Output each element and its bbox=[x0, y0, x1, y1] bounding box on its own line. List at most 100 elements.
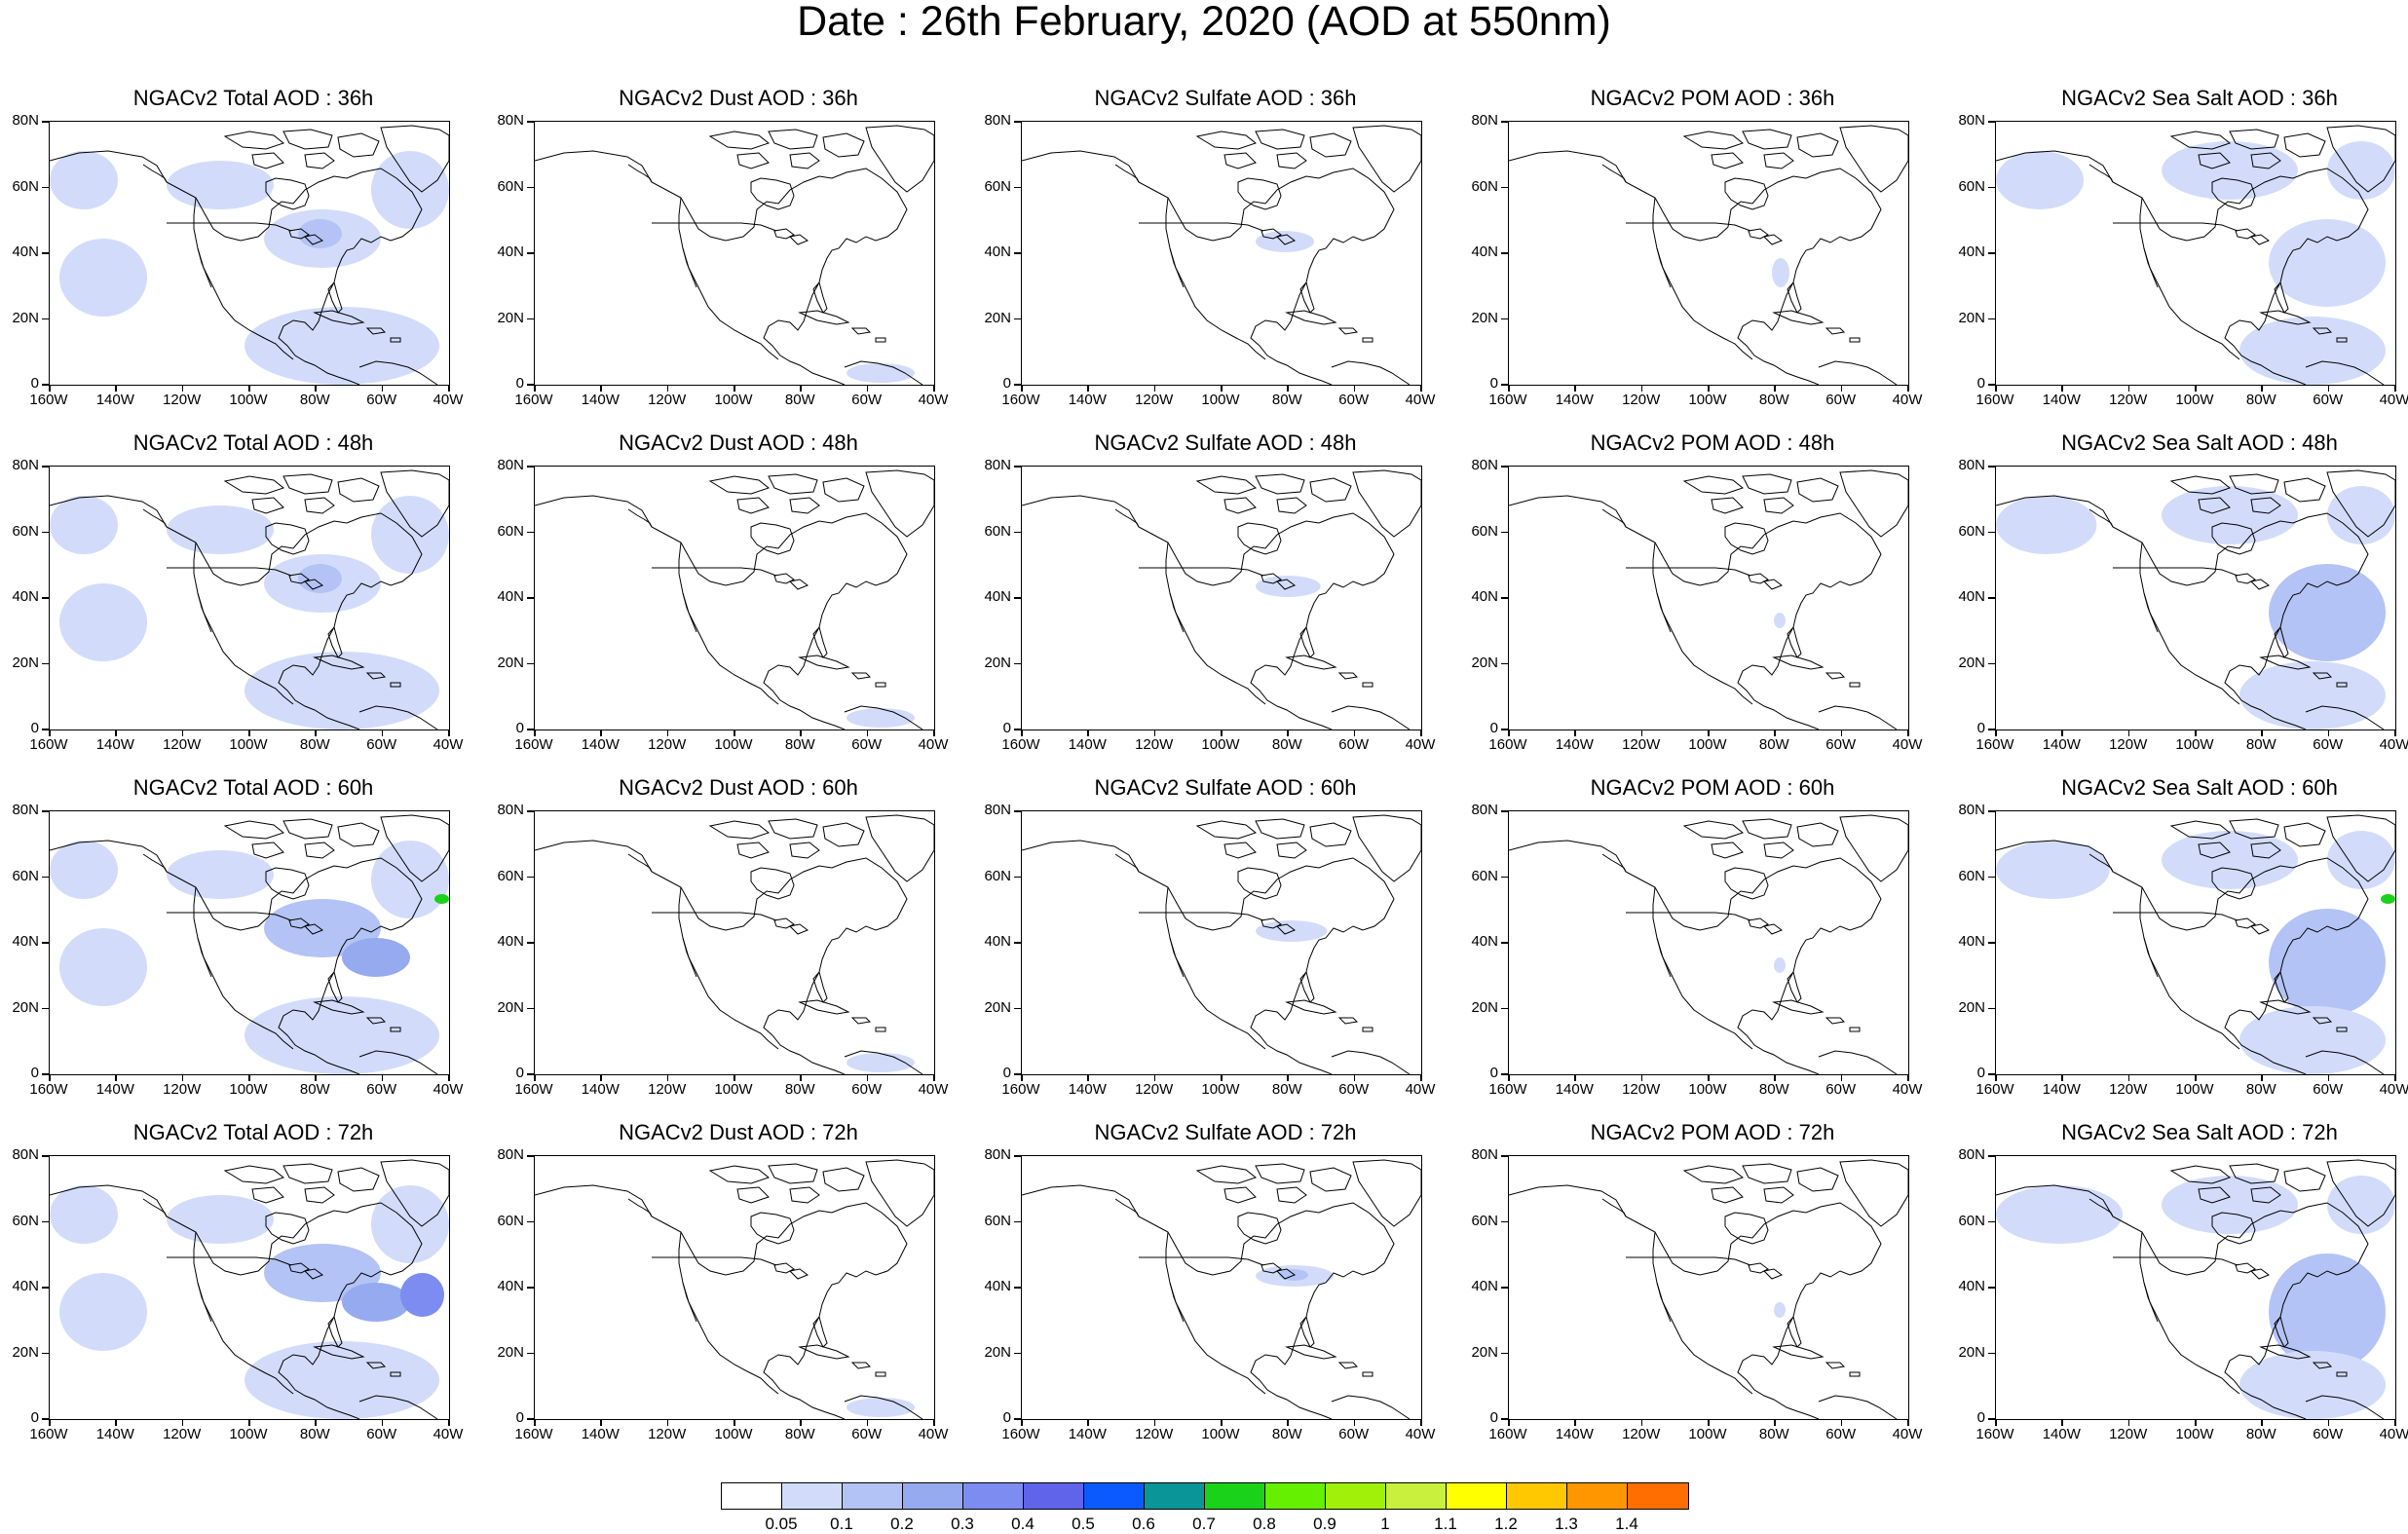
aod-shading bbox=[245, 996, 439, 1074]
x-tick-label: 60W bbox=[2313, 736, 2344, 753]
y-tick bbox=[527, 121, 534, 123]
map-panel-dust-60h: NGACv2 Dust AOD : 60h 80N 60N 40N 20N 0 160W 14… bbox=[485, 775, 962, 1116]
y-tick-label: 0 bbox=[30, 375, 39, 392]
y-tick bbox=[1988, 942, 1995, 944]
colorbar-label: 0.6 bbox=[1132, 1515, 1155, 1533]
x-tick bbox=[1221, 385, 1223, 392]
aod-shading bbox=[400, 1273, 444, 1317]
coastline bbox=[736, 152, 770, 169]
coastline bbox=[1652, 197, 1753, 360]
coastline bbox=[850, 672, 872, 680]
coastline bbox=[1195, 131, 1258, 150]
x-tick-label: 160W bbox=[29, 736, 68, 753]
map-panel-pom-60h: NGACv2 POM AOD : 60h 80N 60N 40N 20N 0 160W 140… bbox=[1459, 775, 1937, 1116]
x-tick-label: 40W bbox=[918, 1426, 949, 1442]
aod-shading bbox=[50, 841, 118, 899]
x-tick bbox=[933, 385, 935, 392]
map-frame bbox=[534, 810, 935, 1075]
coastline bbox=[1309, 1167, 1352, 1192]
y-tick-label: 20N bbox=[1958, 309, 1985, 326]
coastline bbox=[2211, 522, 2256, 555]
x-tick bbox=[381, 385, 384, 392]
x-tick-label: 140W bbox=[1068, 736, 1107, 753]
x-tick bbox=[1087, 385, 1089, 392]
y-tick-label: 60N bbox=[497, 1212, 524, 1229]
x-tick bbox=[115, 385, 117, 392]
y-tick bbox=[527, 1418, 534, 1420]
y-tick-label: 0 bbox=[515, 720, 524, 736]
coastline bbox=[2113, 567, 2239, 577]
coastline bbox=[1285, 1344, 1337, 1360]
coastline bbox=[1656, 247, 1672, 288]
x-tick-label: 100W bbox=[1688, 736, 1727, 753]
y-tick-label: 0 bbox=[1489, 1409, 1498, 1426]
x-tick bbox=[534, 1419, 536, 1426]
x-tick-label: 160W bbox=[1975, 392, 2014, 408]
coastline bbox=[1276, 842, 1307, 859]
coastline bbox=[1509, 840, 1882, 1074]
x-tick bbox=[2261, 1419, 2263, 1426]
x-tick bbox=[1907, 730, 1909, 736]
aod-map bbox=[535, 125, 934, 385]
x-tick bbox=[1840, 1419, 1843, 1426]
x-tick-label: 140W bbox=[1555, 1081, 1594, 1098]
coastline bbox=[358, 705, 438, 730]
aod-shading bbox=[298, 219, 342, 248]
coastline bbox=[535, 495, 908, 730]
aod-shading bbox=[59, 583, 147, 661]
coastline bbox=[1331, 1395, 1411, 1419]
coastline bbox=[1299, 281, 1315, 314]
aod-shading bbox=[342, 938, 410, 977]
y-tick-label: 80N bbox=[1471, 802, 1498, 818]
y-tick-label: 40N bbox=[1958, 933, 1985, 950]
aod-shading bbox=[298, 1253, 342, 1283]
x-tick-label: 100W bbox=[229, 392, 268, 408]
coastline bbox=[652, 1256, 777, 1266]
coastline bbox=[1849, 1027, 1861, 1032]
x-tick bbox=[448, 1419, 450, 1426]
aod-shading bbox=[167, 1195, 274, 1244]
aod-shading bbox=[2269, 1253, 2386, 1370]
coastline bbox=[1165, 886, 1266, 1050]
y-tick bbox=[1501, 662, 1508, 664]
panel-title: NGACv2 Sea Salt AOD : 36h bbox=[2061, 86, 2338, 110]
coastline bbox=[1763, 152, 1794, 169]
coastline bbox=[1724, 177, 1769, 210]
y-tick bbox=[1014, 384, 1021, 386]
x-tick-label: 80W bbox=[784, 1426, 815, 1442]
x-tick-label: 160W bbox=[1975, 736, 2014, 753]
coastline bbox=[1818, 1050, 1898, 1074]
y-tick-label: 20N bbox=[497, 1343, 524, 1361]
y-tick-label: 40N bbox=[984, 588, 1011, 605]
aod-shading bbox=[2327, 141, 2395, 200]
x-tick bbox=[1021, 1074, 1023, 1081]
coastline bbox=[358, 360, 438, 385]
coastline bbox=[652, 222, 777, 232]
x-tick bbox=[1840, 1074, 1843, 1081]
x-tick-label: 80W bbox=[1271, 1426, 1302, 1442]
coastline bbox=[1139, 912, 1264, 921]
y-tick bbox=[527, 1155, 534, 1157]
y-tick-label: 80N bbox=[1958, 802, 1985, 818]
coastline bbox=[627, 508, 653, 528]
colorbar-label: 0.7 bbox=[1192, 1515, 1216, 1533]
coastline bbox=[1818, 1395, 1898, 1419]
x-tick-label: 40W bbox=[918, 392, 949, 408]
y-tick bbox=[1501, 876, 1508, 878]
x-tick bbox=[381, 1419, 384, 1426]
x-tick-label: 100W bbox=[714, 736, 753, 753]
coastline bbox=[844, 360, 923, 385]
y-tick bbox=[1014, 1155, 1021, 1157]
x-tick-label: 40W bbox=[1405, 736, 1436, 753]
y-tick bbox=[42, 186, 49, 188]
coastline bbox=[2211, 867, 2256, 900]
map-frame bbox=[1021, 121, 1422, 386]
y-tick-label: 20N bbox=[12, 998, 39, 1016]
y-tick bbox=[1014, 318, 1021, 319]
x-tick-label: 140W bbox=[581, 1426, 620, 1442]
coastline bbox=[2249, 923, 2271, 935]
coastline bbox=[1169, 937, 1185, 978]
y-tick bbox=[527, 942, 534, 944]
coastline bbox=[2249, 1268, 2271, 1280]
map-panel-sulfate-48h: NGACv2 Sulfate AOD : 48h 80N 60N 40N 20N 0 160… bbox=[972, 430, 1449, 771]
